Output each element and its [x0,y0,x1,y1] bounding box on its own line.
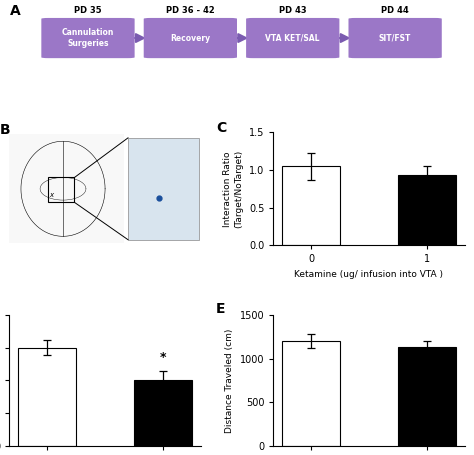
Text: B: B [0,123,10,137]
Bar [18,348,76,446]
Text: PD 35: PD 35 [74,6,102,15]
Text: PD 43: PD 43 [279,6,307,15]
FancyBboxPatch shape [246,18,339,58]
Bar [398,347,456,446]
Y-axis label: Interaction Ratio
(Target/NoTarget): Interaction Ratio (Target/NoTarget) [223,150,243,228]
FancyBboxPatch shape [41,18,135,58]
Text: C: C [216,121,226,135]
Text: SIT/FST: SIT/FST [379,34,411,43]
Text: PD 44: PD 44 [381,6,409,15]
Bar [398,175,456,245]
Y-axis label: Distance Traveled (cm): Distance Traveled (cm) [225,328,234,433]
FancyBboxPatch shape [348,18,442,58]
Bar [282,166,340,245]
Bar [282,341,340,446]
Text: Recovery: Recovery [170,34,210,43]
Text: E: E [216,302,226,316]
Text: PD 36 - 42: PD 36 - 42 [166,6,215,15]
Text: *: * [160,351,166,364]
FancyBboxPatch shape [144,18,237,58]
Text: x: x [50,192,54,198]
Text: VTA KET/SAL: VTA KET/SAL [265,34,320,43]
X-axis label: Ketamine (ug/ infusion into VTA ): Ketamine (ug/ infusion into VTA ) [294,270,443,279]
Bar [134,380,192,446]
Text: Cannulation
Surgeries: Cannulation Surgeries [62,28,114,48]
Text: A: A [9,4,20,18]
